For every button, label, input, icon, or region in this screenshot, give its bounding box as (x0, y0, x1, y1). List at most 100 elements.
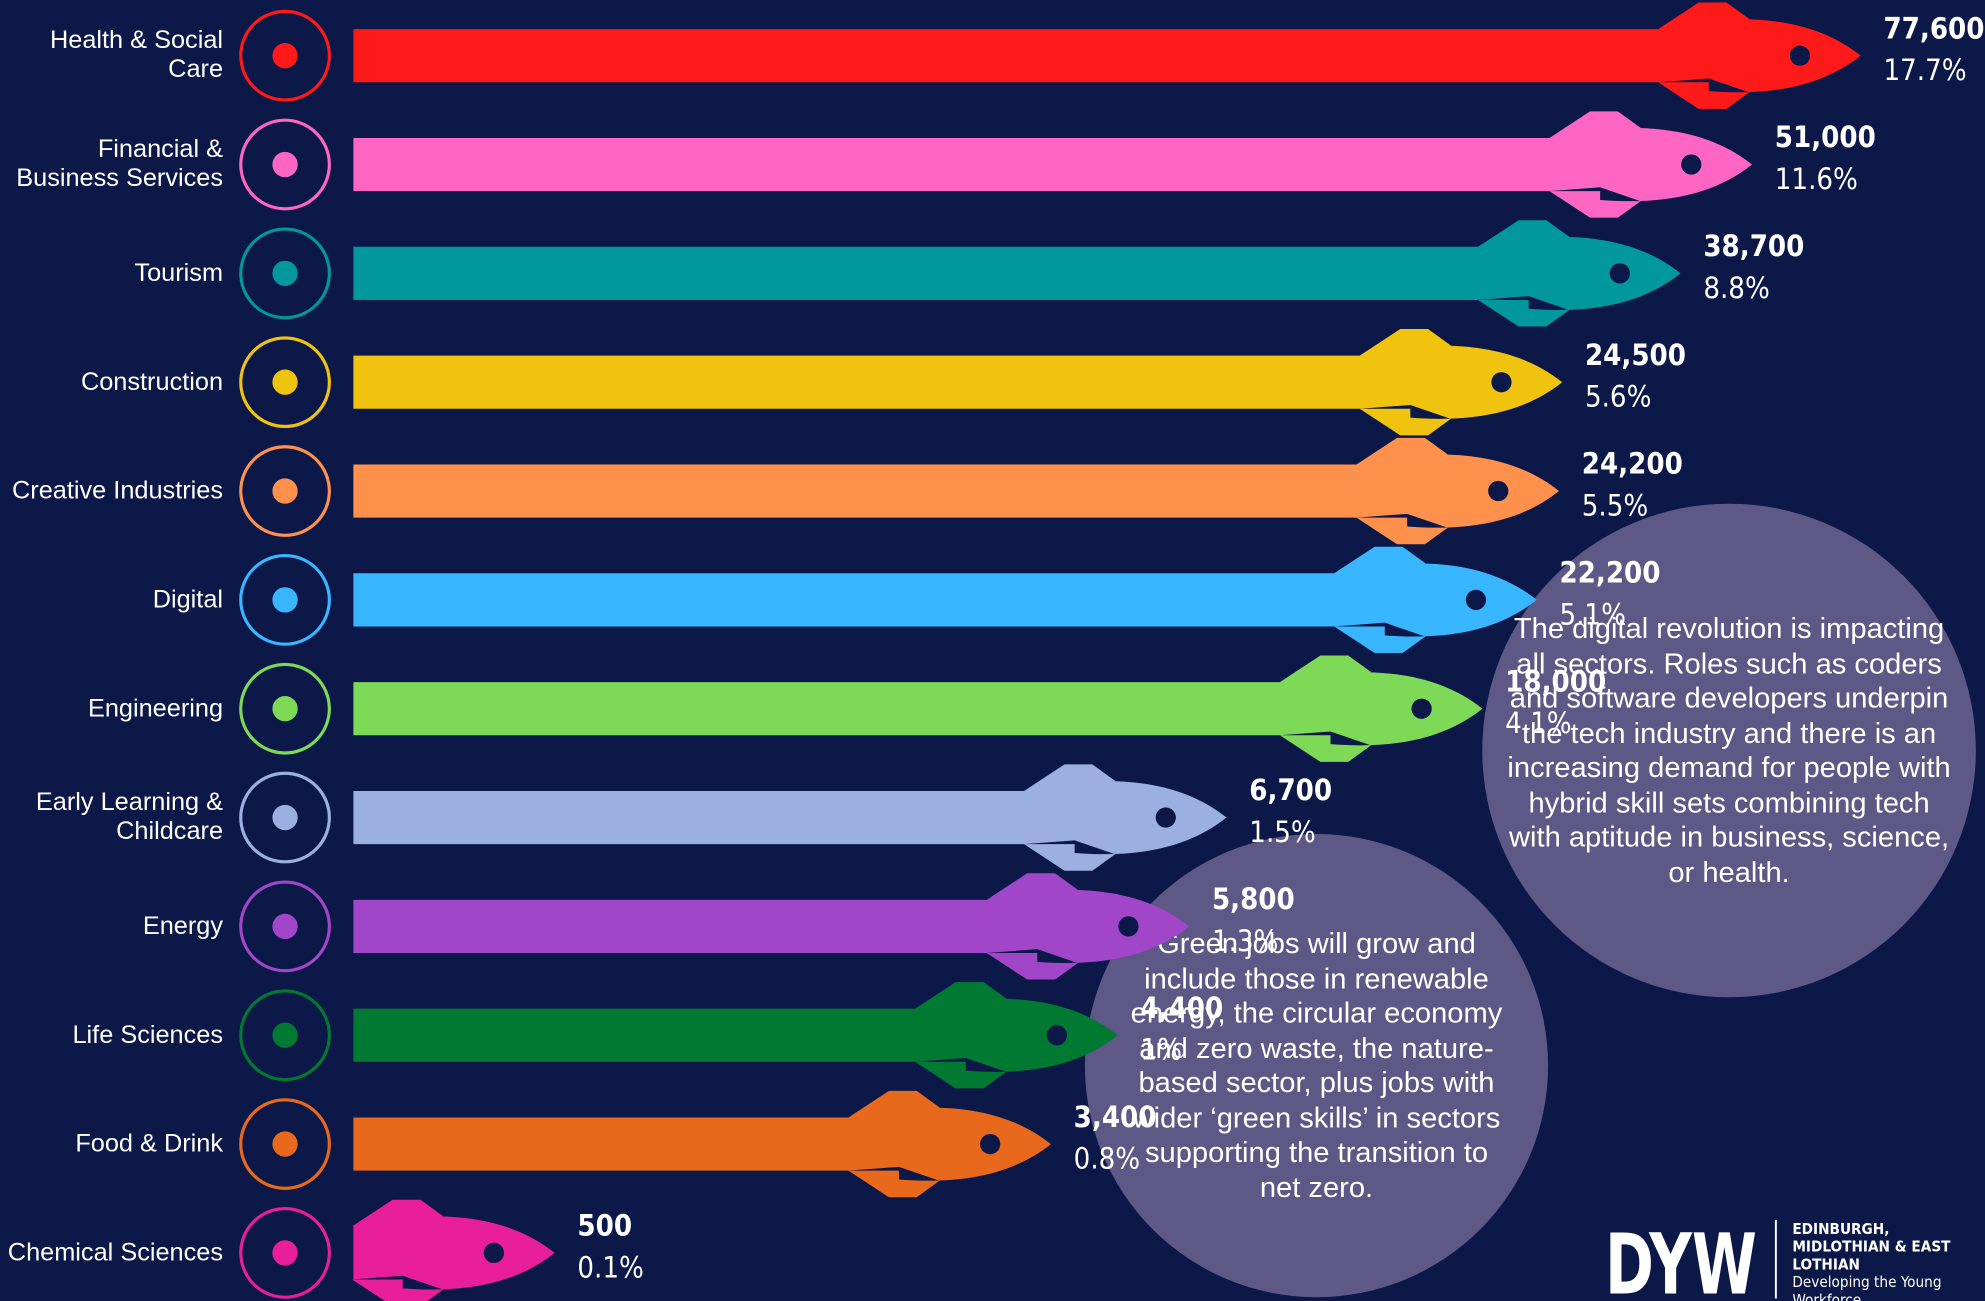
category-label: Chemical Sciences (7, 1238, 224, 1267)
rocket-bar (353, 2, 1861, 109)
category-icon-dot (272, 478, 298, 504)
rocket-window (1488, 480, 1509, 502)
category-icon (239, 771, 331, 864)
value-label: 3,400 (1074, 1100, 1157, 1134)
category-label-box: Construction (80, 367, 224, 396)
category-icon (239, 554, 331, 646)
category-label: Food & Drink (75, 1129, 224, 1158)
share-label: 0.8% (1074, 1142, 1140, 1176)
note: Green jobs will grow and include those i… (1130, 926, 1503, 1203)
rocket-window (1411, 698, 1432, 719)
category-label-box: Early Learning & Childcare (35, 788, 224, 846)
share-label: 0.1% (577, 1250, 643, 1284)
category-icon-dot (272, 151, 298, 178)
category-label-box: Life Sciences (72, 1020, 224, 1049)
note-bubble (1482, 503, 1976, 998)
category-label-box: Creative Industries (12, 476, 224, 505)
value-label: 38,700 (1703, 229, 1804, 263)
category-label: Digital (152, 585, 224, 614)
share-label: 8.8% (1703, 271, 1769, 305)
category-icon (239, 336, 331, 429)
category-icon-dot (272, 696, 298, 722)
rocket-window (980, 1133, 1001, 1155)
category-icon (239, 9, 331, 102)
category-label: Life Sciences (72, 1020, 224, 1049)
share-label: 11.6% (1775, 162, 1858, 196)
logo-region: EDINBURGH, MIDLOTHIAN & EAST LOTHIAN (1792, 1220, 1951, 1274)
category-label: Construction (80, 367, 224, 396)
share-label: 1% (1140, 1033, 1182, 1067)
note-text: Green jobs will grow and include those i… (1130, 926, 1503, 1203)
rocket-bar (353, 873, 1190, 980)
note: The digital revolution is impacting all … (1507, 611, 1951, 888)
category-icon-dot (272, 587, 298, 613)
value-label: 4,400 (1140, 991, 1223, 1025)
rocket-window (1046, 1025, 1068, 1046)
note-bubble (1084, 834, 1549, 1298)
value-label: 500 (577, 1209, 632, 1243)
share-label: 1.5% (1249, 815, 1315, 849)
share-label: 17.7% (1883, 53, 1966, 87)
rocket-window (1681, 154, 1702, 175)
category-icon (239, 1098, 331, 1190)
rocket-window (1118, 916, 1139, 937)
category-label-box: Tourism (134, 258, 224, 287)
value-label: 18,000 (1505, 664, 1606, 698)
category-icon-dot (272, 1131, 298, 1157)
category-label: Financial & Business Services (16, 135, 224, 193)
value-label: 22,200 (1559, 556, 1660, 590)
category-icon (239, 118, 331, 211)
rocket-window (1491, 372, 1512, 393)
rocket-bar (353, 764, 1227, 871)
value-label: 24,500 (1585, 338, 1686, 372)
rocket-window (1789, 45, 1811, 66)
category-icon (239, 1207, 331, 1299)
category-label-box: Energy (142, 911, 224, 940)
category-icon-dot (272, 43, 298, 69)
category-label: Energy (142, 911, 224, 940)
rocket-bar (353, 329, 1563, 436)
category-icon (239, 662, 331, 755)
value-label: 24,200 (1582, 447, 1683, 481)
rocket-window (483, 1242, 504, 1264)
logo-mark: DYW (1605, 1215, 1757, 1301)
category-icon-dot (272, 260, 298, 287)
note-text: The digital revolution is impacting all … (1507, 611, 1951, 888)
category-icon-dot (272, 1022, 298, 1048)
category-label: Tourism (134, 258, 224, 287)
category-label: Early Learning & Childcare (35, 788, 224, 846)
category-label-box: Health & Social Care (49, 26, 224, 84)
category-label-box: Financial & Business Services (16, 135, 224, 193)
category-label-box: Engineering (87, 694, 224, 723)
rocket-window (1155, 807, 1176, 828)
category-label-box: Digital (152, 585, 224, 614)
rocket-window (1609, 263, 1630, 284)
rocket-bar (353, 655, 1483, 762)
logo-text: EDINBURGH, MIDLOTHIAN & EAST LOTHIAN Deve… (1792, 1220, 1984, 1301)
category-icon-dot (272, 804, 298, 831)
share-label: 5.6% (1585, 380, 1651, 414)
category-icon (239, 445, 331, 537)
category-label: Engineering (87, 694, 224, 723)
category-label-box: Food & Drink (75, 1129, 224, 1158)
share-label: 1.3% (1212, 924, 1278, 958)
category-icon-dot (272, 913, 298, 940)
value-label: 51,000 (1775, 120, 1876, 154)
value-label: 77,600 (1883, 11, 1984, 45)
category-icon-dot (272, 369, 298, 395)
rocket-bar (352, 1199, 555, 1301)
category-icon (239, 227, 331, 320)
category-icon (239, 880, 331, 973)
rocket-bar (353, 982, 1118, 1089)
category-label: Creative Industries (12, 476, 224, 505)
logo: EDINBURGH, MIDLOTHIAN & EAST LOTHIANDeve… (1792, 1220, 1984, 1301)
share-label: 5.1% (1559, 597, 1625, 631)
value-label: 6,700 (1249, 773, 1332, 807)
logo-tagline: Developing the Young Workforce (1792, 1273, 1942, 1301)
category-label: Health & Social Care (49, 26, 224, 84)
rocket-window (1465, 589, 1487, 611)
rocket-bar (353, 220, 1681, 327)
rocket-bar (353, 546, 1537, 654)
